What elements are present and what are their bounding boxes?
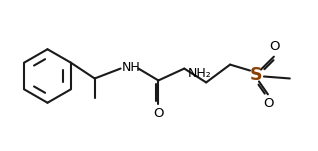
Text: O: O [270,40,280,53]
Text: O: O [264,97,274,110]
Text: NH₂: NH₂ [187,67,211,80]
Text: O: O [153,107,164,120]
Text: S: S [250,66,262,84]
Text: NH: NH [121,61,140,74]
